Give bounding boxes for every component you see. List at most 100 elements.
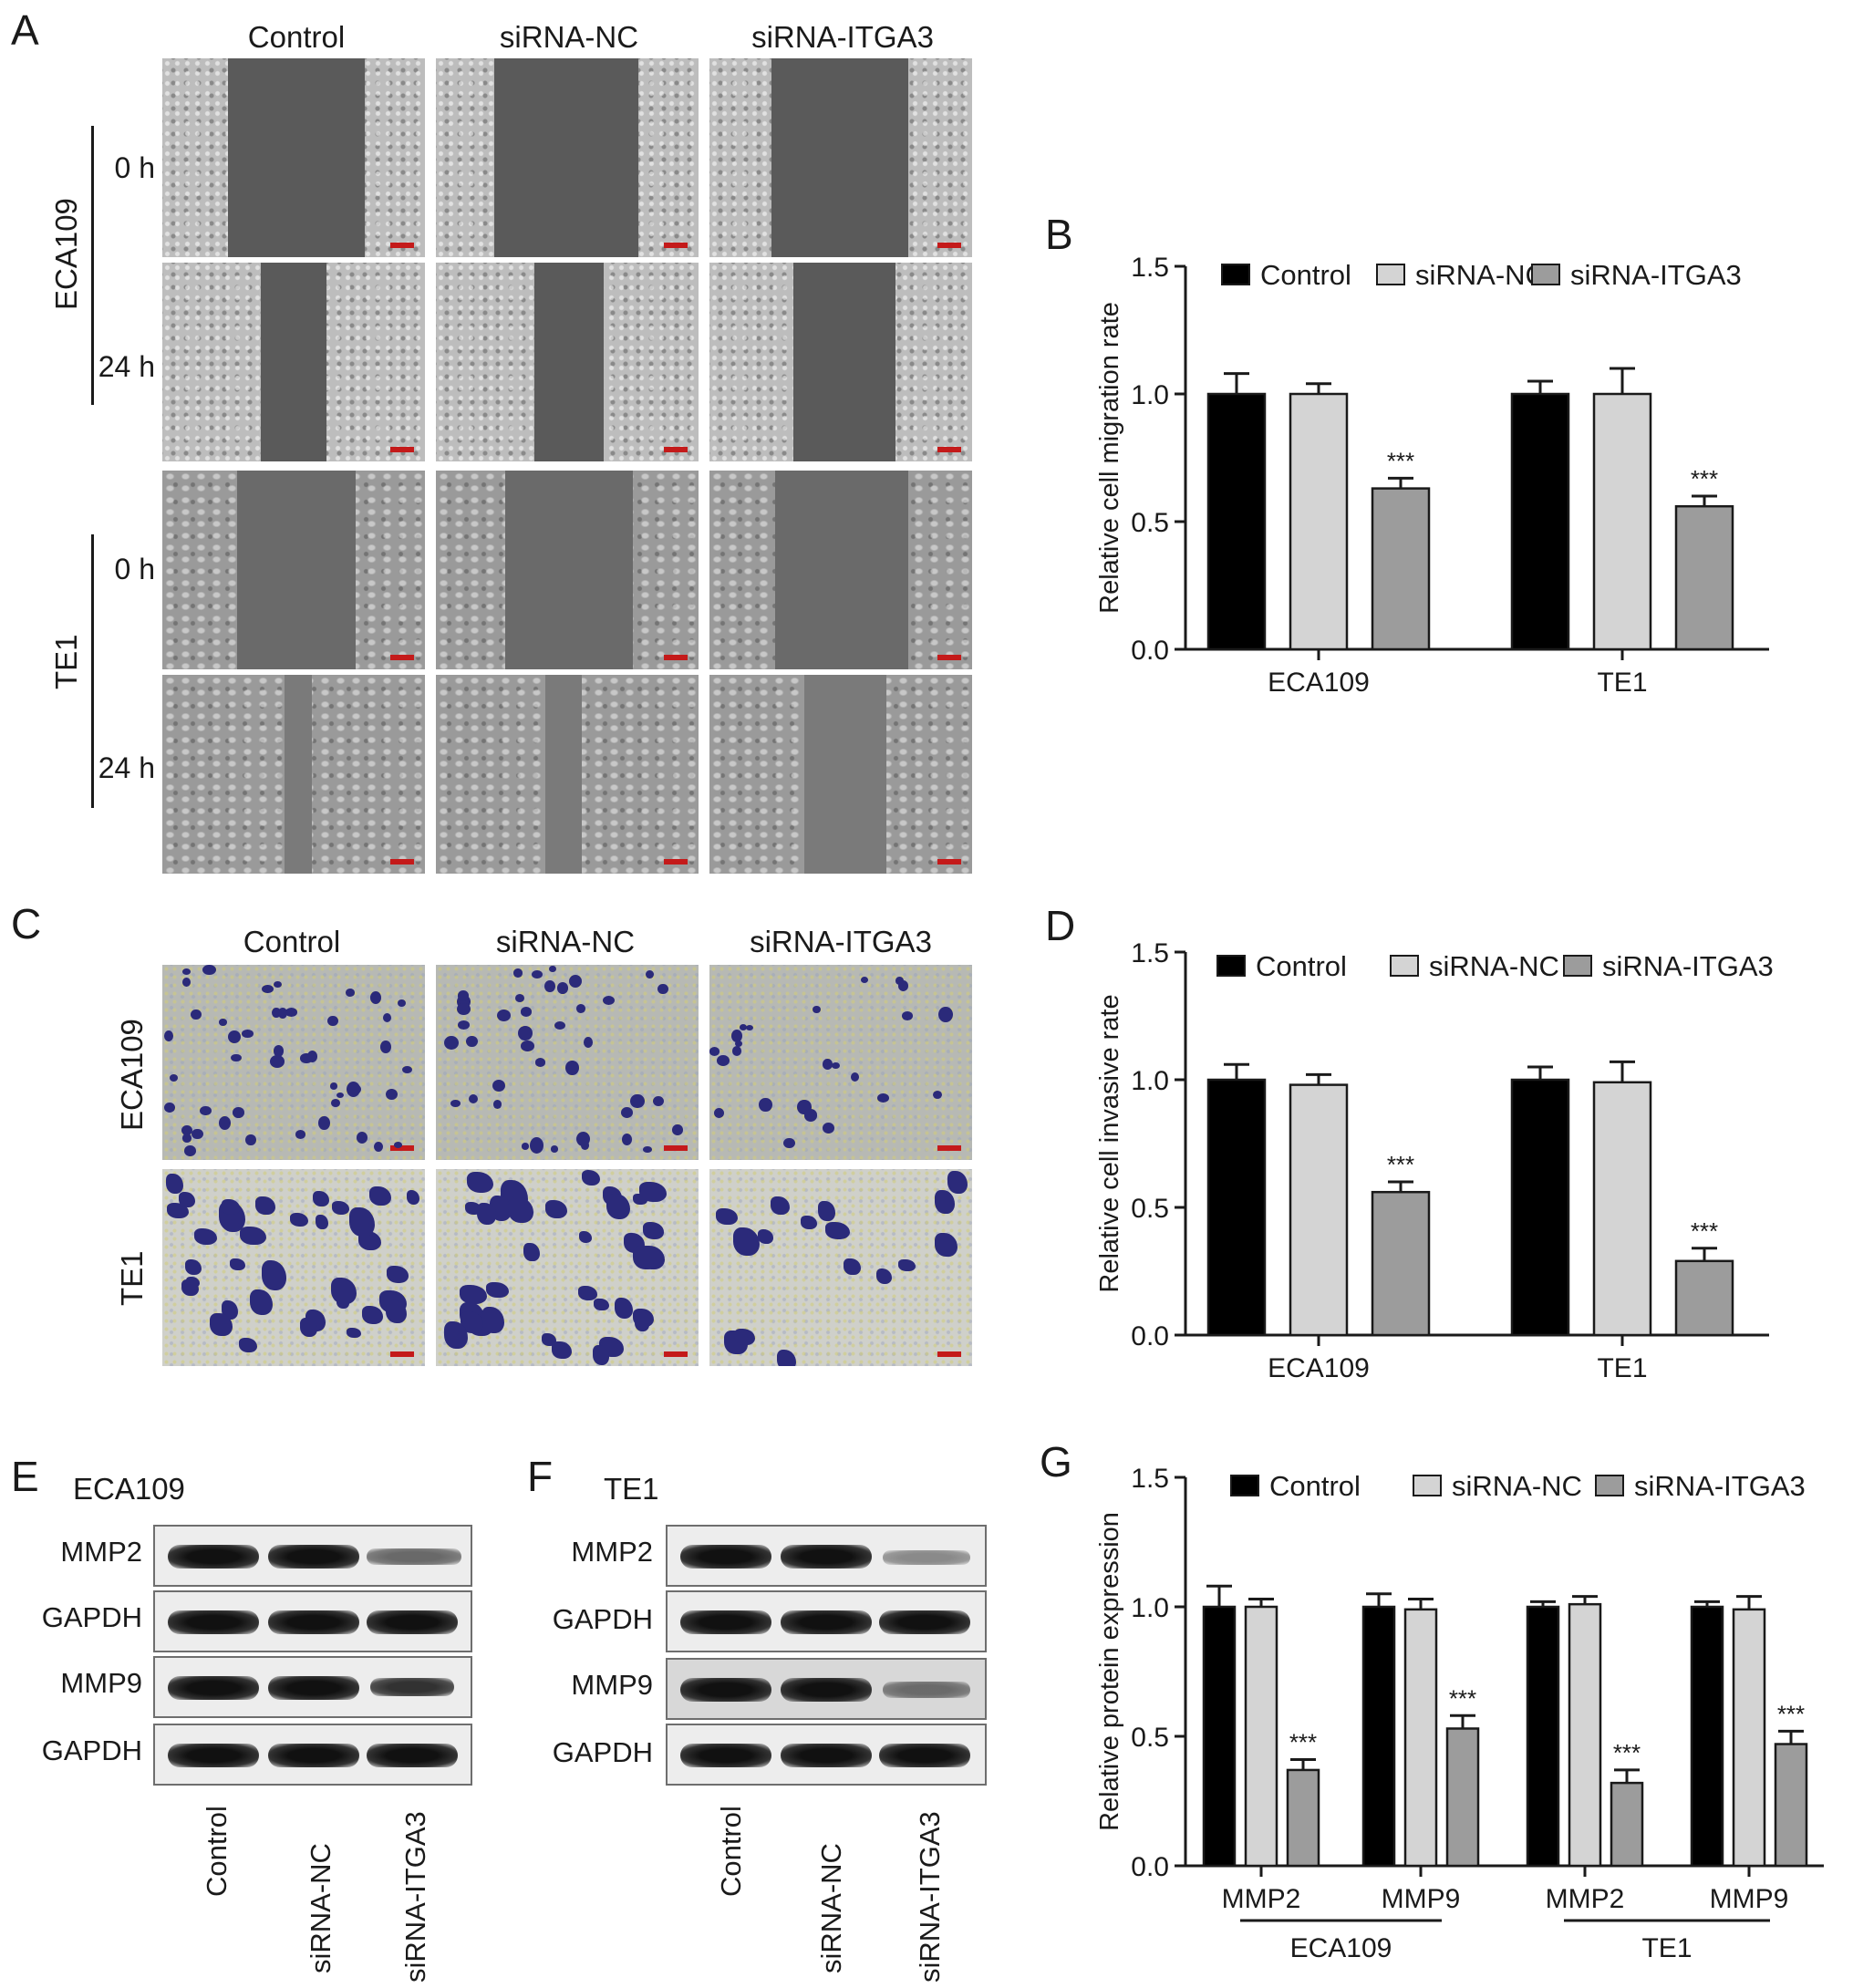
- stained-cell: [771, 1196, 791, 1215]
- stained-cell: [731, 1029, 743, 1042]
- legend-swatch: [1563, 955, 1592, 977]
- micrograph-te1-0h-sirna-nc: [436, 471, 699, 669]
- stained-cell: [336, 1092, 345, 1098]
- stained-cell: [513, 968, 523, 978]
- bar-sirna-itga3: [1774, 1743, 1808, 1868]
- stained-cell: [385, 1088, 398, 1101]
- panel-label-g: G: [1040, 1438, 1072, 1486]
- stained-cell: [823, 1059, 833, 1070]
- stained-cell: [496, 1009, 512, 1021]
- stained-cell: [331, 1277, 357, 1305]
- stained-cell: [713, 1108, 725, 1119]
- stained-cell: [776, 1349, 797, 1366]
- significance-marker: ***: [1387, 447, 1414, 474]
- micrograph-eca109-0h-sirna-itga3: [709, 58, 972, 257]
- bar-sirna-nc: [1403, 1608, 1438, 1868]
- stained-cell: [642, 1222, 664, 1239]
- wb-f-strip-gapdh-2: [666, 1724, 987, 1786]
- stained-cell: [653, 1096, 665, 1107]
- stained-cell: [530, 1137, 544, 1154]
- wb-f-label-mmp2: MMP2: [571, 1536, 653, 1568]
- stained-cell: [645, 969, 654, 979]
- stained-cell: [554, 1020, 566, 1030]
- stained-cell: [228, 1030, 242, 1043]
- group-label: TE1: [1641, 1933, 1692, 1963]
- stained-cell: [481, 1306, 504, 1333]
- stained-cell: [813, 1005, 822, 1014]
- stained-cell: [406, 1189, 420, 1205]
- panel-a-col-sirna-nc: siRNA-NC: [499, 20, 639, 54]
- stained-cell: [544, 980, 555, 993]
- stained-cell: [327, 1016, 338, 1027]
- wb-f-lane-sirna-nc: siRNA-NC: [815, 1843, 847, 1973]
- y-axis-label: Relative protein expression: [1095, 1512, 1124, 1831]
- stained-cell: [709, 1047, 720, 1056]
- legend-label: siRNA-NC: [1429, 950, 1559, 982]
- stained-cell: [165, 1173, 183, 1195]
- legend-label: siRNA-NC: [1415, 259, 1546, 291]
- stained-cell: [285, 1008, 297, 1017]
- legend-swatch: [1230, 1475, 1259, 1496]
- stained-cell: [457, 1020, 470, 1030]
- stained-cell: [398, 999, 406, 1008]
- panel-label-b: B: [1045, 211, 1073, 258]
- wb-f-lane-sirna-itga3: siRNA-ITGA3: [914, 1811, 946, 1983]
- legend-label: Control: [1269, 1470, 1361, 1502]
- stained-cell: [520, 1041, 534, 1051]
- stained-cell: [329, 1082, 338, 1090]
- stained-cell: [602, 995, 616, 1005]
- stained-cell: [240, 1226, 267, 1246]
- wb-e-lane-sirna-itga3: siRNA-ITGA3: [399, 1811, 431, 1983]
- stained-cell: [621, 1133, 632, 1145]
- stained-cell: [824, 1222, 850, 1240]
- stained-cell: [492, 1079, 505, 1092]
- bar-sirna-nc: [1244, 1605, 1278, 1868]
- x-tick-label: MMP9: [1710, 1884, 1789, 1914]
- stained-cell: [192, 1128, 203, 1139]
- stained-cell: [935, 1232, 958, 1258]
- wb-e-strip-gapdh-2: [153, 1724, 472, 1786]
- wb-e-label-mmp2: MMP2: [60, 1536, 142, 1568]
- stained-cell: [897, 979, 909, 991]
- chart-g-protein: 0.0 0.5 1.0 1.5 Relative protein expression *…: [1076, 1441, 1842, 1979]
- stained-cell: [551, 1341, 572, 1360]
- significance-marker: ***: [1691, 1217, 1718, 1245]
- legend-swatch: [1413, 1475, 1442, 1496]
- stained-cell: [316, 1214, 329, 1230]
- stained-cell: [556, 981, 569, 994]
- wb-f-strip-gapdh-1: [666, 1590, 987, 1652]
- panel-c-col-sirna-itga3: siRNA-ITGA3: [750, 925, 932, 958]
- stained-cell: [182, 968, 192, 975]
- legend-label: siRNA-NC: [1452, 1470, 1582, 1502]
- stained-cell: [382, 1012, 391, 1022]
- legend-swatch: [1531, 264, 1560, 285]
- y-tick-label: 1.5: [1131, 938, 1169, 968]
- micrograph-te1-0h-sirna-itga3: [709, 471, 972, 669]
- micrograph-invasion-te1-sirna-itga3: [709, 1169, 972, 1366]
- panel-label-e: E: [11, 1453, 39, 1500]
- stained-cell: [202, 965, 216, 976]
- panel-label-f: F: [527, 1453, 554, 1500]
- panel-a-col-sirna-itga3: siRNA-ITGA3: [751, 20, 934, 54]
- stained-cell: [169, 1074, 179, 1082]
- panel-label-c: C: [11, 900, 42, 947]
- wb-f-label-gapdh: GAPDH: [552, 1736, 653, 1768]
- micrograph-eca109-24h-control: [162, 263, 425, 461]
- stained-cell: [222, 1199, 241, 1215]
- legend-swatch: [1376, 264, 1405, 285]
- stained-cell: [273, 981, 282, 989]
- bar-sirna-itga3: [1371, 487, 1431, 651]
- significance-marker: ***: [1777, 1700, 1805, 1727]
- panel-a-bracket-eca109: [91, 126, 94, 405]
- panel-a-time-0h: 0 h: [114, 151, 155, 184]
- micrograph-te1-0h-control: [162, 471, 425, 669]
- x-tick-label: TE1: [1597, 668, 1647, 698]
- wb-e-label-mmp9: MMP9: [60, 1667, 142, 1699]
- stained-cell: [466, 1036, 478, 1048]
- significance-marker: ***: [1387, 1151, 1414, 1178]
- micrograph-eca109-0h-sirna-nc: [436, 58, 699, 257]
- wb-e-label-gapdh: GAPDH: [41, 1734, 142, 1766]
- stained-cell: [492, 1099, 502, 1109]
- stained-cell: [575, 1004, 585, 1013]
- stained-cell: [373, 1141, 383, 1152]
